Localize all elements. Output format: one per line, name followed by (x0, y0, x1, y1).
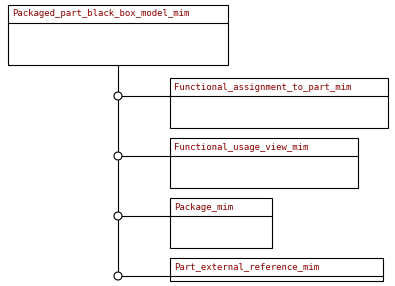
Bar (170, 258, 383, 281)
Text: Functional_assignment_to_part_mim: Functional_assignment_to_part_mim (174, 82, 352, 92)
Circle shape (114, 92, 122, 100)
Circle shape (114, 272, 122, 280)
Bar (170, 198, 272, 248)
Circle shape (114, 212, 122, 220)
Bar (8, 5, 228, 65)
Text: Functional_usage_view_mim: Functional_usage_view_mim (174, 142, 308, 152)
Bar (170, 78, 388, 128)
Circle shape (114, 152, 122, 160)
Text: Package_mim: Package_mim (174, 202, 233, 212)
Text: Part_external_reference_mim: Part_external_reference_mim (174, 263, 319, 271)
Bar (170, 138, 358, 188)
Text: Packaged_part_black_box_model_mim: Packaged_part_black_box_model_mim (12, 9, 189, 19)
